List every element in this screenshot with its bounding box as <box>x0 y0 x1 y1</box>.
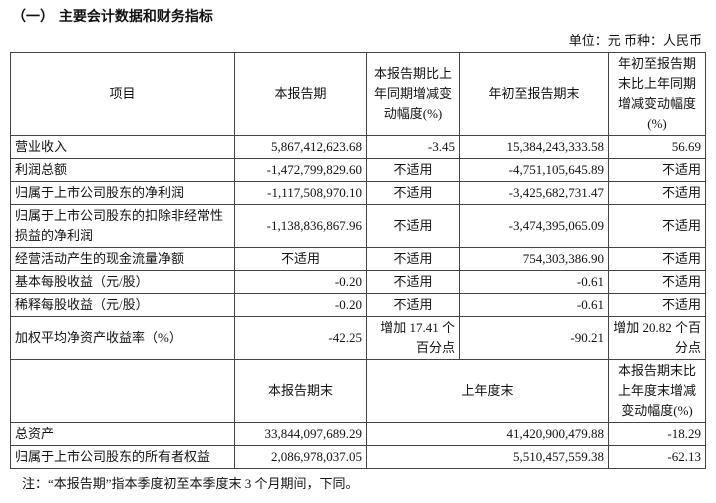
row-label: 加权平均净资产收益率（%） <box>10 316 235 360</box>
table-header-row-2: 本报告期末 上年度末 本报告期末比上年度末增减变动幅度(%) <box>10 359 706 423</box>
header-cell: 年初至报告期末 <box>459 52 609 136</box>
value-cell: -0.20 <box>234 270 367 294</box>
value-cell: 不适用 <box>366 293 460 317</box>
value-cell: 增加 17.41 个百分点 <box>366 316 460 360</box>
value-cell: 33,844,097,689.29 <box>234 422 367 446</box>
value-cell: -1,472,799,829.60 <box>234 158 367 182</box>
value-cell: 不适用 <box>234 247 367 271</box>
value-cell: -1,138,836,867.96 <box>234 204 367 248</box>
value-cell: 15,384,243,333.58 <box>459 135 609 159</box>
table-row: 利润总额 -1,472,799,829.60 不适用 -4,751,105,645.8… <box>10 158 706 182</box>
header-cell: 上年度末 <box>366 359 609 423</box>
header-cell: 年初至报告期末比上年同期增减变动幅度(%) <box>608 52 706 136</box>
value-cell: 不适用 <box>366 204 460 248</box>
table-row: 稀释每股收益（元/股） -0.20 不适用 -0.61 不适用 <box>10 293 706 317</box>
value-cell: 不适用 <box>608 270 706 294</box>
header-cell: 本报告期 <box>234 52 367 136</box>
value-cell: 5,867,412,623.68 <box>234 135 367 159</box>
value-cell: -3,474,395,065.09 <box>459 204 609 248</box>
table-row: 归属于上市公司股东的扣除非经常性损益的净利润 -1,138,836,867.96 不… <box>10 204 706 248</box>
row-label: 利润总额 <box>10 158 235 182</box>
table-row: 归属于上市公司股东的所有者权益 2,086,978,037.05 5,510,457… <box>10 445 706 469</box>
value-cell: -3.45 <box>366 135 460 159</box>
table-row: 归属于上市公司股东的净利润 -1,117,508,970.10 不适用 -3,425,… <box>10 181 706 205</box>
value-cell: 不适用 <box>608 247 706 271</box>
value-cell: -0.61 <box>459 293 609 317</box>
header-cell: 本报告期末比上年度末增减变动幅度(%) <box>608 359 706 423</box>
value-cell: -4,751,105,645.89 <box>459 158 609 182</box>
value-cell: 5,510,457,559.38 <box>366 445 609 469</box>
value-cell: 2,086,978,037.05 <box>234 445 367 469</box>
value-cell: 增加 20.82 个百分点 <box>608 316 706 360</box>
row-label: 归属于上市公司股东的净利润 <box>10 181 235 205</box>
value-cell: 不适用 <box>366 158 460 182</box>
row-label: 归属于上市公司股东的扣除非经常性损益的净利润 <box>10 204 235 248</box>
value-cell: 不适用 <box>608 158 706 182</box>
table-row: 总资产 33,844,097,689.29 41,420,900,479.88 -18… <box>10 422 706 446</box>
value-cell: 不适用 <box>608 204 706 248</box>
financial-indicators-table: 项目 本报告期 本报告期比上年同期增减变动幅度(%) 年初至报告期末 年初至报告… <box>10 52 706 469</box>
table-row: 营业收入 5,867,412,623.68 -3.45 15,384,243,333.… <box>10 135 706 159</box>
value-cell: -0.20 <box>234 293 367 317</box>
row-label: 归属于上市公司股东的所有者权益 <box>10 445 235 469</box>
header-cell: 本报告期比上年同期增减变动幅度(%) <box>366 52 460 136</box>
value-cell: 不适用 <box>366 247 460 271</box>
table-row: 经营活动产生的现金流量净额 不适用 不适用 754,303,386.90 不适用 <box>10 247 706 271</box>
value-cell: 754,303,386.90 <box>459 247 609 271</box>
value-cell: -1,117,508,970.10 <box>234 181 367 205</box>
value-cell: 不适用 <box>366 181 460 205</box>
value-cell: 41,420,900,479.88 <box>366 422 609 446</box>
header-cell: 本报告期末 <box>234 359 367 423</box>
value-cell: 不适用 <box>608 293 706 317</box>
row-label: 稀释每股收益（元/股） <box>10 293 235 317</box>
value-cell: -90.21 <box>459 316 609 360</box>
value-cell: -62.13 <box>608 445 706 469</box>
table-header-row: 项目 本报告期 本报告期比上年同期增减变动幅度(%) 年初至报告期末 年初至报告… <box>10 52 706 136</box>
value-cell: -0.61 <box>459 270 609 294</box>
value-cell: -18.29 <box>608 422 706 446</box>
value-cell: -3,425,682,731.47 <box>459 181 609 205</box>
row-label: 经营活动产生的现金流量净额 <box>10 247 235 271</box>
footnote: 注：“本报告期”指本季度初至本季度末 3 个月期间，下同。 <box>22 476 359 491</box>
value-cell: 56.69 <box>608 135 706 159</box>
table-row: 加权平均净资产收益率（%） -42.25 增加 17.41 个百分点 -90.21 增加… <box>10 316 706 360</box>
value-cell: 不适用 <box>366 270 460 294</box>
section-title: （一） 主要会计数据和财务指标 <box>12 9 213 25</box>
header-cell: 项目 <box>10 52 235 136</box>
header-cell <box>10 359 235 423</box>
value-cell: 不适用 <box>608 181 706 205</box>
row-label: 基本每股收益（元/股） <box>10 270 235 294</box>
row-label: 营业收入 <box>10 135 235 159</box>
table-row: 基本每股收益（元/股） -0.20 不适用 -0.61 不适用 <box>10 270 706 294</box>
unit-currency-label: 单位：元 币种：人民币 <box>568 33 702 48</box>
row-label: 总资产 <box>10 422 235 446</box>
value-cell: -42.25 <box>234 316 367 360</box>
